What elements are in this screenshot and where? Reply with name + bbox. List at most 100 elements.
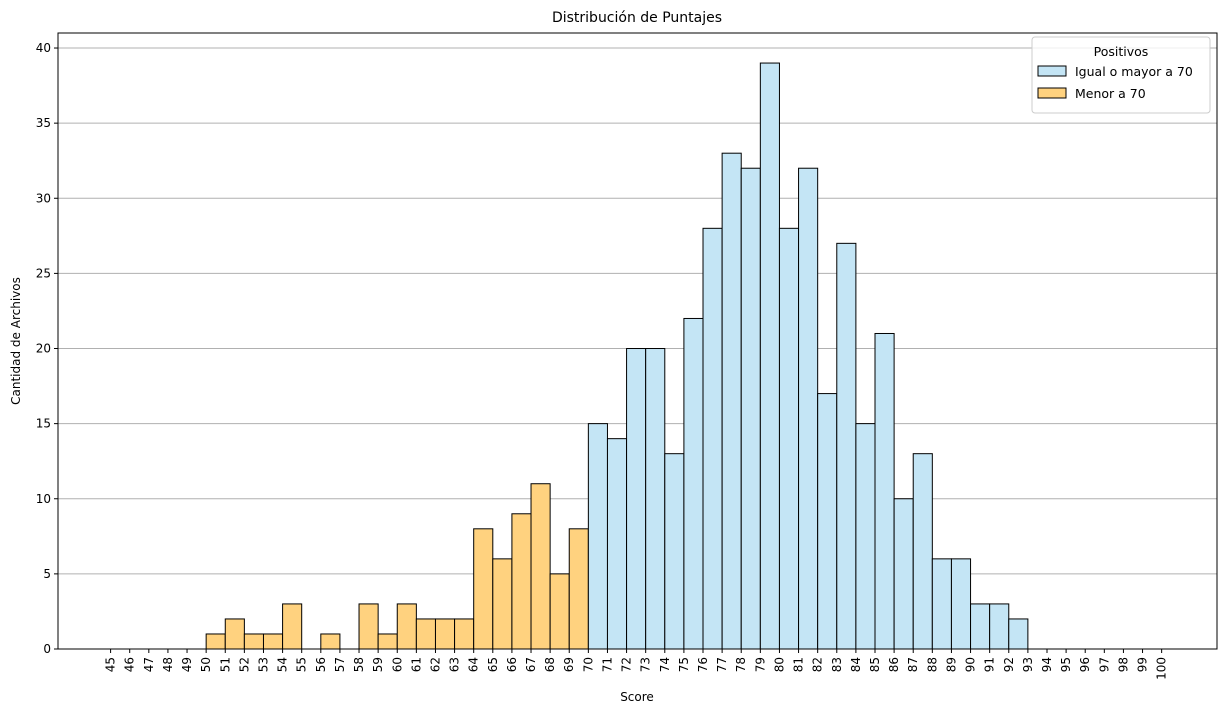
x-tick-label-83: 83	[830, 657, 844, 672]
x-tick-label-91: 91	[983, 657, 997, 672]
bar-90	[970, 603, 991, 650]
x-tick-label-63: 63	[448, 657, 462, 672]
x-tick-label-66: 66	[505, 657, 519, 672]
x-tick-label-54: 54	[276, 657, 290, 672]
bars	[205, 62, 1029, 650]
x-tick-label-61: 61	[409, 657, 423, 672]
bar-73	[645, 348, 666, 650]
legend-swatch-low	[1037, 87, 1067, 99]
bar-64	[473, 528, 494, 650]
x-tick-label-70: 70	[581, 657, 595, 672]
y-tick-label-5: 5	[43, 567, 51, 581]
x-tick-label-78: 78	[734, 657, 748, 672]
legend-title: Positivos	[1094, 44, 1149, 59]
x-tick-label-72: 72	[620, 657, 634, 672]
bar-91	[989, 603, 1010, 650]
x-tick-label-57: 57	[333, 657, 347, 672]
x-tick-label-55: 55	[295, 657, 309, 672]
x-tick-label-76: 76	[696, 657, 710, 672]
y-tick-label-10: 10	[36, 492, 51, 506]
x-tick-label-46: 46	[123, 657, 137, 672]
x-tick-label-79: 79	[753, 657, 767, 672]
x-tick-label-90: 90	[964, 657, 978, 672]
bar-67	[530, 483, 551, 650]
bar-65	[492, 558, 513, 650]
x-tick-label-68: 68	[543, 657, 557, 672]
legend: Positivos Igual o mayor a 70 Menor a 70	[1031, 36, 1211, 114]
x-tick-label-50: 50	[199, 657, 213, 672]
x-tick-label-100: 100	[1155, 657, 1169, 680]
legend-label-low: Menor a 70	[1075, 86, 1146, 101]
x-tick-label-93: 93	[1021, 657, 1035, 672]
x-tick-label-87: 87	[906, 657, 920, 672]
x-tick-label-85: 85	[868, 657, 882, 672]
x-tick-label-53: 53	[256, 657, 270, 672]
x-axis-ticks: 45 46 47 48 49 50 51 52 53 54 55 56 57 58 59 60 61 62 63 64…	[104, 649, 1169, 680]
bar-68	[549, 573, 570, 650]
bar-85	[874, 332, 895, 650]
x-tick-label-84: 84	[849, 657, 863, 672]
bar-61	[415, 618, 436, 650]
bar-54	[282, 603, 303, 650]
bar-58	[358, 603, 379, 650]
bar-69	[568, 528, 589, 650]
bar-87	[912, 453, 933, 650]
bar-78	[740, 167, 761, 650]
bar-71	[606, 438, 628, 650]
y-tick-label-0: 0	[43, 642, 51, 656]
legend-swatch-high	[1037, 65, 1067, 77]
chart-title: Distribución de Puntajes	[552, 10, 722, 26]
x-tick-label-51: 51	[218, 657, 232, 672]
x-tick-label-59: 59	[371, 657, 385, 672]
bar-62	[434, 618, 456, 650]
legend-label-high: Igual o mayor a 70	[1075, 64, 1193, 79]
bar-92	[1008, 618, 1029, 650]
x-tick-label-52: 52	[237, 657, 251, 672]
bar-51	[224, 618, 245, 650]
bar-82	[817, 393, 838, 650]
bar-83	[836, 242, 857, 650]
x-tick-label-56: 56	[314, 657, 328, 672]
x-tick-label-62: 62	[428, 657, 442, 672]
bar-76	[702, 227, 723, 650]
x-tick-label-49: 49	[180, 657, 194, 672]
y-axis-label: Cantidad de Archivos	[9, 277, 23, 405]
x-tick-label-69: 69	[562, 657, 576, 672]
bar-59	[377, 633, 398, 650]
x-tick-label-58: 58	[352, 657, 366, 672]
bar-72	[626, 348, 647, 650]
bar-74	[664, 453, 685, 650]
x-tick-label-94: 94	[1040, 657, 1054, 672]
x-tick-label-48: 48	[161, 657, 175, 672]
bar-66	[511, 513, 532, 650]
bar-50	[205, 633, 226, 650]
y-tick-label-25: 25	[36, 266, 51, 280]
x-tick-label-67: 67	[524, 657, 538, 672]
y-tick-label-30: 30	[36, 191, 51, 205]
x-tick-label-97: 97	[1097, 657, 1111, 672]
x-tick-label-65: 65	[486, 657, 500, 672]
x-tick-label-99: 99	[1136, 657, 1150, 672]
bar-89	[950, 558, 972, 650]
x-axis-label: Score	[620, 690, 654, 704]
bar-79	[759, 62, 780, 650]
x-tick-label-80: 80	[772, 657, 786, 672]
bar-63	[454, 618, 475, 650]
bar-80	[778, 227, 800, 650]
x-tick-label-95: 95	[1059, 657, 1073, 672]
x-tick-label-82: 82	[811, 657, 825, 672]
y-tick-label-20: 20	[36, 342, 51, 356]
x-tick-label-75: 75	[677, 657, 691, 672]
x-tick-label-77: 77	[715, 657, 729, 672]
x-tick-label-73: 73	[639, 657, 653, 672]
bar-86	[893, 498, 914, 650]
bar-88	[931, 558, 952, 650]
bar-60	[396, 603, 417, 650]
x-tick-label-47: 47	[142, 657, 156, 672]
bar-75	[683, 317, 704, 650]
bar-53	[262, 633, 284, 650]
x-tick-label-71: 71	[600, 657, 614, 672]
bar-84	[855, 423, 876, 650]
x-tick-label-96: 96	[1078, 657, 1092, 672]
bar-81	[798, 167, 819, 650]
